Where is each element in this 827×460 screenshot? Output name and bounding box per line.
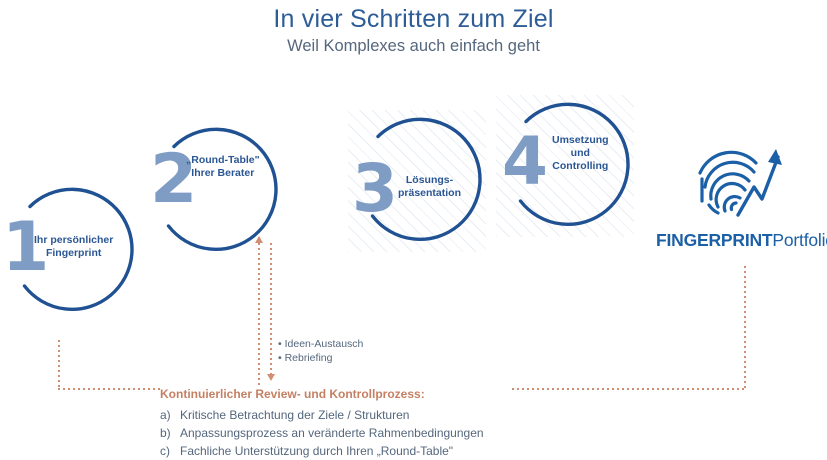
step-1-arc-icon bbox=[22, 187, 134, 311]
step-2-label-line-2: Ihrer Berater bbox=[191, 167, 255, 179]
list-item-marker: c) bbox=[160, 444, 170, 458]
list-item: c) Fachliche Unterstützung durch Ihren „… bbox=[160, 442, 680, 460]
fingerprint-arrow-icon bbox=[698, 149, 782, 217]
connector-mid-up-line bbox=[258, 243, 260, 385]
step-3-label-line-1: Lösungs- bbox=[405, 174, 454, 186]
step-4-label-line-1: Umsetzung bbox=[552, 134, 609, 146]
bottom-block: Kontinuierlicher Review- und Kontrollpro… bbox=[160, 386, 680, 460]
list-item-text: Anpassungsprozess an veränderte Rahmenbe… bbox=[180, 426, 484, 440]
step-2-arc-icon bbox=[166, 127, 278, 251]
step-1-label: Ihr persönlicher Fingerprint bbox=[34, 234, 113, 260]
logo-brand-bold: FINGERPRINT bbox=[656, 229, 773, 250]
step-4-label: Umsetzung und Controlling bbox=[552, 134, 609, 173]
list-item: a) Kritische Betrachtung der Ziele / Str… bbox=[160, 406, 680, 424]
step-4-arc-icon bbox=[518, 102, 630, 226]
step-4-number: 4 bbox=[502, 123, 548, 200]
step-2-label: „Round-Table" Ihrer Berater bbox=[186, 154, 260, 180]
step-4-label-line-3: Controlling bbox=[552, 160, 609, 172]
step-2-number: 2 bbox=[150, 140, 198, 219]
list-item-text: Kritische Betrachtung der Ziele / Strukt… bbox=[180, 408, 410, 422]
step-3-number: 3 bbox=[352, 150, 398, 227]
list-item: b) Anpassungsprozess an veränderte Rahme… bbox=[160, 424, 680, 442]
mid-note: Ideen-Austausch Rebriefing bbox=[278, 337, 428, 365]
list-item-marker: b) bbox=[160, 426, 171, 440]
connector-left-horizontal bbox=[58, 388, 162, 390]
mid-note-item-1: Ideen-Austausch bbox=[278, 337, 428, 351]
mid-note-item-2: Rebriefing bbox=[278, 351, 428, 365]
header: In vier Schritten zum Ziel Weil Komplexe… bbox=[0, 4, 827, 57]
step-1-label-line-2: Fingerprint bbox=[45, 247, 102, 259]
list-item-marker: a) bbox=[160, 408, 171, 422]
connector-right-horizontal bbox=[512, 388, 746, 390]
step-1-label-line-1: Ihr persönlicher bbox=[34, 234, 114, 246]
page-subtitle: Weil Komplexes auch einfach geht bbox=[287, 37, 540, 55]
step-3[interactable]: 3 Lösungs- präsentation bbox=[348, 110, 486, 252]
step-3-label-line-2: präsentation bbox=[398, 187, 462, 199]
list-item-text: Fachliche Unterstützung durch Ihren „Rou… bbox=[180, 444, 454, 458]
step-1[interactable]: 1 Ihr persönlicher Fingerprint bbox=[2, 186, 134, 312]
step-4-label-line-2: und bbox=[570, 147, 590, 159]
step-2[interactable]: 2 „Round-Table" Ihrer Berater bbox=[148, 126, 278, 252]
step-1-number: 1 bbox=[2, 208, 50, 287]
connector-mid-down-line bbox=[270, 243, 272, 375]
connector-mid-down-arrowhead-icon bbox=[267, 374, 275, 381]
logo[interactable]: FINGERPRINTPortfolio® bbox=[656, 143, 827, 255]
logo-wordmark: FINGERPRINTPortfolio® bbox=[656, 227, 827, 250]
step-4[interactable]: 4 Umsetzung und Controlling bbox=[496, 95, 634, 237]
page-title: In vier Schritten zum Ziel bbox=[273, 5, 554, 33]
connector-mid-up-arrowhead-icon bbox=[255, 236, 263, 243]
bottom-heading: Kontinuierlicher Review- und Kontrollpro… bbox=[160, 387, 425, 401]
connector-left-vertical bbox=[58, 340, 60, 389]
logo-brand-light: Portfolio bbox=[772, 229, 827, 250]
bottom-list: a) Kritische Betrachtung der Ziele / Str… bbox=[160, 406, 680, 460]
connector-right-vertical bbox=[744, 266, 746, 390]
step-2-label-line-1: „Round-Table" bbox=[186, 154, 260, 166]
step-3-label: Lösungs- präsentation bbox=[398, 174, 461, 200]
step-3-arc-icon bbox=[370, 117, 482, 241]
